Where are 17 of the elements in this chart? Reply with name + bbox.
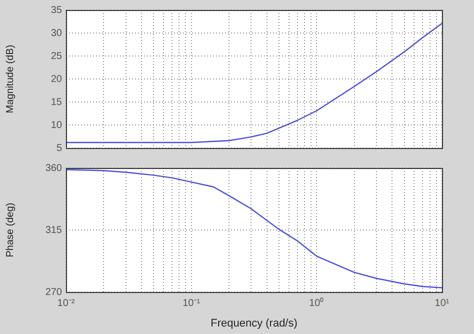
y-axis-title: Magnitude (dB) (4, 44, 16, 114)
y-tick-label: 30 (50, 28, 62, 39)
y-tick-label: 25 (50, 50, 62, 62)
x-tick-label: 10⁻¹ (182, 298, 201, 309)
y-tick-label: 20 (50, 74, 62, 85)
y-tick-label: 15 (50, 96, 62, 108)
x-tick-label: 10¹ (434, 298, 450, 309)
x-axis-title: Frequency (rad/s) (210, 317, 298, 330)
y-tick-label: 10 (50, 120, 62, 131)
x-tick-label: 10⁻² (57, 298, 76, 309)
y-tick-label: 270 (45, 286, 62, 298)
y-tick-label: 360 (45, 162, 62, 174)
x-tick-label: 10⁰ (309, 296, 324, 309)
y-tick-label: 5 (56, 142, 62, 154)
y-tick-label: 315 (45, 224, 62, 236)
y-tick-label: 35 (50, 4, 62, 16)
y-axis-title: Phase (deg) (4, 202, 16, 258)
